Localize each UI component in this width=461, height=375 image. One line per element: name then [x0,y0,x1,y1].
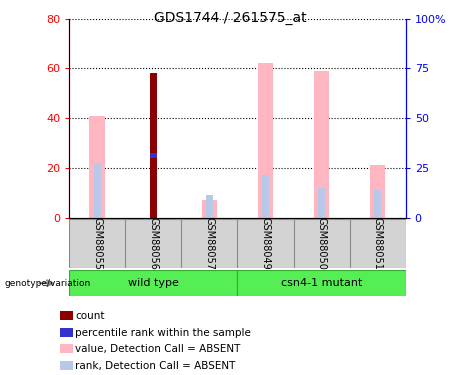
Bar [237,270,406,296]
Text: rank, Detection Call = ABSENT: rank, Detection Call = ABSENT [75,361,236,370]
Bar [60,344,73,353]
Text: GSM88055: GSM88055 [92,217,102,270]
Text: GSM88049: GSM88049 [260,217,271,270]
Text: count: count [75,311,105,321]
Text: GSM88051: GSM88051 [372,217,383,270]
Text: GSM88050: GSM88050 [317,217,326,270]
Bar [374,190,381,217]
Bar [94,163,101,218]
Bar [258,63,273,217]
Text: value, Detection Call = ABSENT: value, Detection Call = ABSENT [75,344,240,354]
Bar [206,195,213,217]
Text: GDS1744 / 261575_at: GDS1744 / 261575_at [154,11,307,25]
Bar [89,116,105,218]
Bar [150,153,157,158]
Text: genotype/variation: genotype/variation [5,279,91,288]
Bar [318,188,325,218]
Bar [313,71,330,217]
Bar [60,361,73,370]
Bar [201,200,217,217]
Bar [69,270,237,296]
Bar [262,175,269,217]
Bar [370,165,385,218]
Bar [150,74,157,217]
Text: csn4-1 mutant: csn4-1 mutant [281,278,362,288]
Text: GSM88057: GSM88057 [204,217,214,270]
Bar [60,311,73,320]
Text: wild type: wild type [128,278,179,288]
Bar [60,328,73,337]
Text: GSM88056: GSM88056 [148,217,158,270]
Text: percentile rank within the sample: percentile rank within the sample [75,328,251,338]
